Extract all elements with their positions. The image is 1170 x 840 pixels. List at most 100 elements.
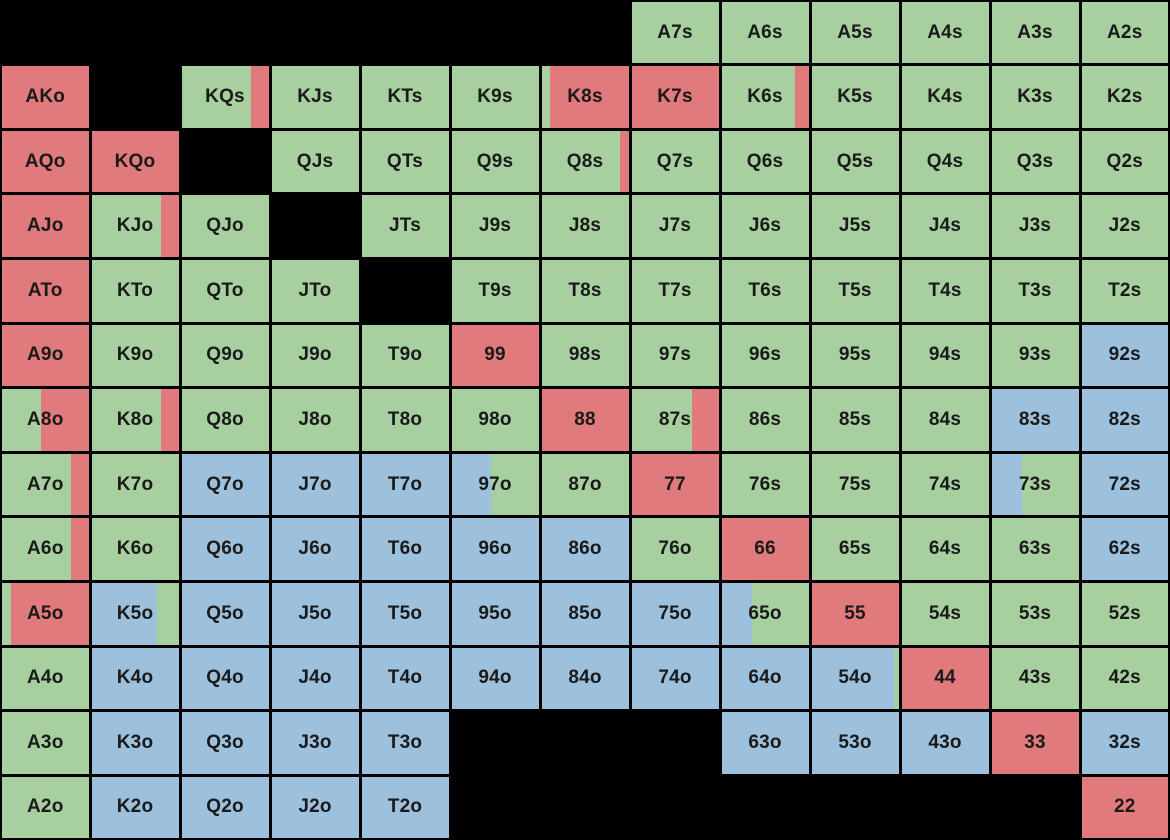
hand-cell-t2o[interactable]: T2o [361, 776, 449, 838]
hand-cell-q8s[interactable]: Q8s [541, 130, 629, 193]
hand-cell-a5o[interactable]: A5o [2, 583, 89, 645]
hand-cell-q5s[interactable]: Q5s [811, 130, 899, 193]
hand-cell-k6o[interactable]: K6o [91, 518, 179, 581]
hand-cell-a7s[interactable]: A7s [631, 2, 719, 64]
hand-cell-a4o[interactable]: A4o [2, 647, 89, 710]
hand-cell-a3o[interactable]: A3o [2, 712, 89, 774]
hand-cell-k7s[interactable]: K7s [631, 66, 719, 128]
hand-cell-k5s[interactable]: K5s [811, 66, 899, 128]
hand-cell-93s[interactable]: 93s [991, 324, 1079, 387]
hand-cell-a6o[interactable]: A6o [2, 518, 89, 581]
hand-cell-74o[interactable]: 74o [631, 647, 719, 710]
hand-cell-kqs[interactable]: KQs [181, 66, 269, 128]
hand-cell-a2s[interactable]: A2s [1081, 2, 1168, 64]
hand-cell-84s[interactable]: 84s [901, 389, 989, 451]
hand-cell-q4s[interactable]: Q4s [901, 130, 989, 193]
hand-cell-t4o[interactable]: T4o [361, 647, 449, 710]
hand-cell-83s[interactable]: 83s [991, 389, 1079, 451]
hand-cell-q7o[interactable]: Q7o [181, 453, 269, 516]
hand-cell-55[interactable]: 55 [811, 583, 899, 645]
hand-cell-t8o[interactable]: T8o [361, 389, 449, 451]
hand-cell-j2s[interactable]: J2s [1081, 195, 1168, 257]
hand-cell-k8o[interactable]: K8o [91, 389, 179, 451]
hand-cell-a8o[interactable]: A8o [2, 389, 89, 451]
hand-cell-t3o[interactable]: T3o [361, 712, 449, 774]
hand-cell-72s[interactable]: 72s [1081, 453, 1168, 516]
hand-cell-42s[interactable]: 42s [1081, 647, 1168, 710]
hand-cell-54s[interactable]: 54s [901, 583, 989, 645]
hand-cell-97s[interactable]: 97s [631, 324, 719, 387]
hand-cell-a9o[interactable]: A9o [2, 324, 89, 387]
hand-cell-q6o[interactable]: Q6o [181, 518, 269, 581]
hand-cell-94s[interactable]: 94s [901, 324, 989, 387]
hand-cell-a4s[interactable]: A4s [901, 2, 989, 64]
hand-cell-76s[interactable]: 76s [721, 453, 809, 516]
hand-cell-q3s[interactable]: Q3s [991, 130, 1079, 193]
hand-cell-q7s[interactable]: Q7s [631, 130, 719, 193]
hand-cell-95s[interactable]: 95s [811, 324, 899, 387]
hand-cell-85o[interactable]: 85o [541, 583, 629, 645]
hand-cell-kts[interactable]: KTs [361, 66, 449, 128]
hand-cell-t5o[interactable]: T5o [361, 583, 449, 645]
hand-cell-87o[interactable]: 87o [541, 453, 629, 516]
hand-cell-96o[interactable]: 96o [451, 518, 539, 581]
hand-cell-j6o[interactable]: J6o [271, 518, 359, 581]
hand-cell-qjo[interactable]: QJo [181, 195, 269, 257]
hand-cell-j5s[interactable]: J5s [811, 195, 899, 257]
hand-cell-j7s[interactable]: J7s [631, 195, 719, 257]
hand-cell-q9s[interactable]: Q9s [451, 130, 539, 193]
hand-cell-j3o[interactable]: J3o [271, 712, 359, 774]
hand-cell-t9o[interactable]: T9o [361, 324, 449, 387]
hand-cell-q6s[interactable]: Q6s [721, 130, 809, 193]
hand-cell-88[interactable]: 88 [541, 389, 629, 451]
hand-cell-99[interactable]: 99 [451, 324, 539, 387]
hand-cell-t7o[interactable]: T7o [361, 453, 449, 516]
hand-cell-k4s[interactable]: K4s [901, 66, 989, 128]
hand-cell-q4o[interactable]: Q4o [181, 647, 269, 710]
hand-cell-qto[interactable]: QTo [181, 259, 269, 322]
hand-cell-44[interactable]: 44 [901, 647, 989, 710]
hand-cell-33[interactable]: 33 [991, 712, 1079, 774]
hand-cell-k5o[interactable]: K5o [91, 583, 179, 645]
hand-cell-q2o[interactable]: Q2o [181, 776, 269, 838]
hand-cell-j7o[interactable]: J7o [271, 453, 359, 516]
hand-cell-a5s[interactable]: A5s [811, 2, 899, 64]
hand-cell-k3s[interactable]: K3s [991, 66, 1079, 128]
hand-cell-j2o[interactable]: J2o [271, 776, 359, 838]
hand-cell-j8s[interactable]: J8s [541, 195, 629, 257]
hand-cell-t4s[interactable]: T4s [901, 259, 989, 322]
hand-cell-98o[interactable]: 98o [451, 389, 539, 451]
hand-cell-65s[interactable]: 65s [811, 518, 899, 581]
hand-cell-52s[interactable]: 52s [1081, 583, 1168, 645]
hand-cell-t3s[interactable]: T3s [991, 259, 1079, 322]
hand-cell-85s[interactable]: 85s [811, 389, 899, 451]
hand-cell-66[interactable]: 66 [721, 518, 809, 581]
hand-cell-t6o[interactable]: T6o [361, 518, 449, 581]
hand-cell-a2o[interactable]: A2o [2, 776, 89, 838]
hand-cell-t5s[interactable]: T5s [811, 259, 899, 322]
hand-cell-92s[interactable]: 92s [1081, 324, 1168, 387]
hand-cell-kqo[interactable]: KQo [91, 130, 179, 193]
hand-cell-t8s[interactable]: T8s [541, 259, 629, 322]
hand-cell-86o[interactable]: 86o [541, 518, 629, 581]
hand-cell-aqo[interactable]: AQo [2, 130, 89, 193]
hand-cell-kjo[interactable]: KJo [91, 195, 179, 257]
hand-cell-84o[interactable]: 84o [541, 647, 629, 710]
hand-cell-43s[interactable]: 43s [991, 647, 1079, 710]
hand-cell-64o[interactable]: 64o [721, 647, 809, 710]
hand-cell-94o[interactable]: 94o [451, 647, 539, 710]
hand-cell-t7s[interactable]: T7s [631, 259, 719, 322]
hand-cell-k2s[interactable]: K2s [1081, 66, 1168, 128]
hand-cell-k8s[interactable]: K8s [541, 66, 629, 128]
hand-cell-64s[interactable]: 64s [901, 518, 989, 581]
hand-cell-k9o[interactable]: K9o [91, 324, 179, 387]
hand-cell-76o[interactable]: 76o [631, 518, 719, 581]
hand-cell-jts[interactable]: JTs [361, 195, 449, 257]
hand-cell-t2s[interactable]: T2s [1081, 259, 1168, 322]
hand-cell-ato[interactable]: ATo [2, 259, 89, 322]
hand-cell-77[interactable]: 77 [631, 453, 719, 516]
hand-cell-53o[interactable]: 53o [811, 712, 899, 774]
hand-cell-j5o[interactable]: J5o [271, 583, 359, 645]
hand-cell-j6s[interactable]: J6s [721, 195, 809, 257]
hand-cell-73s[interactable]: 73s [991, 453, 1079, 516]
